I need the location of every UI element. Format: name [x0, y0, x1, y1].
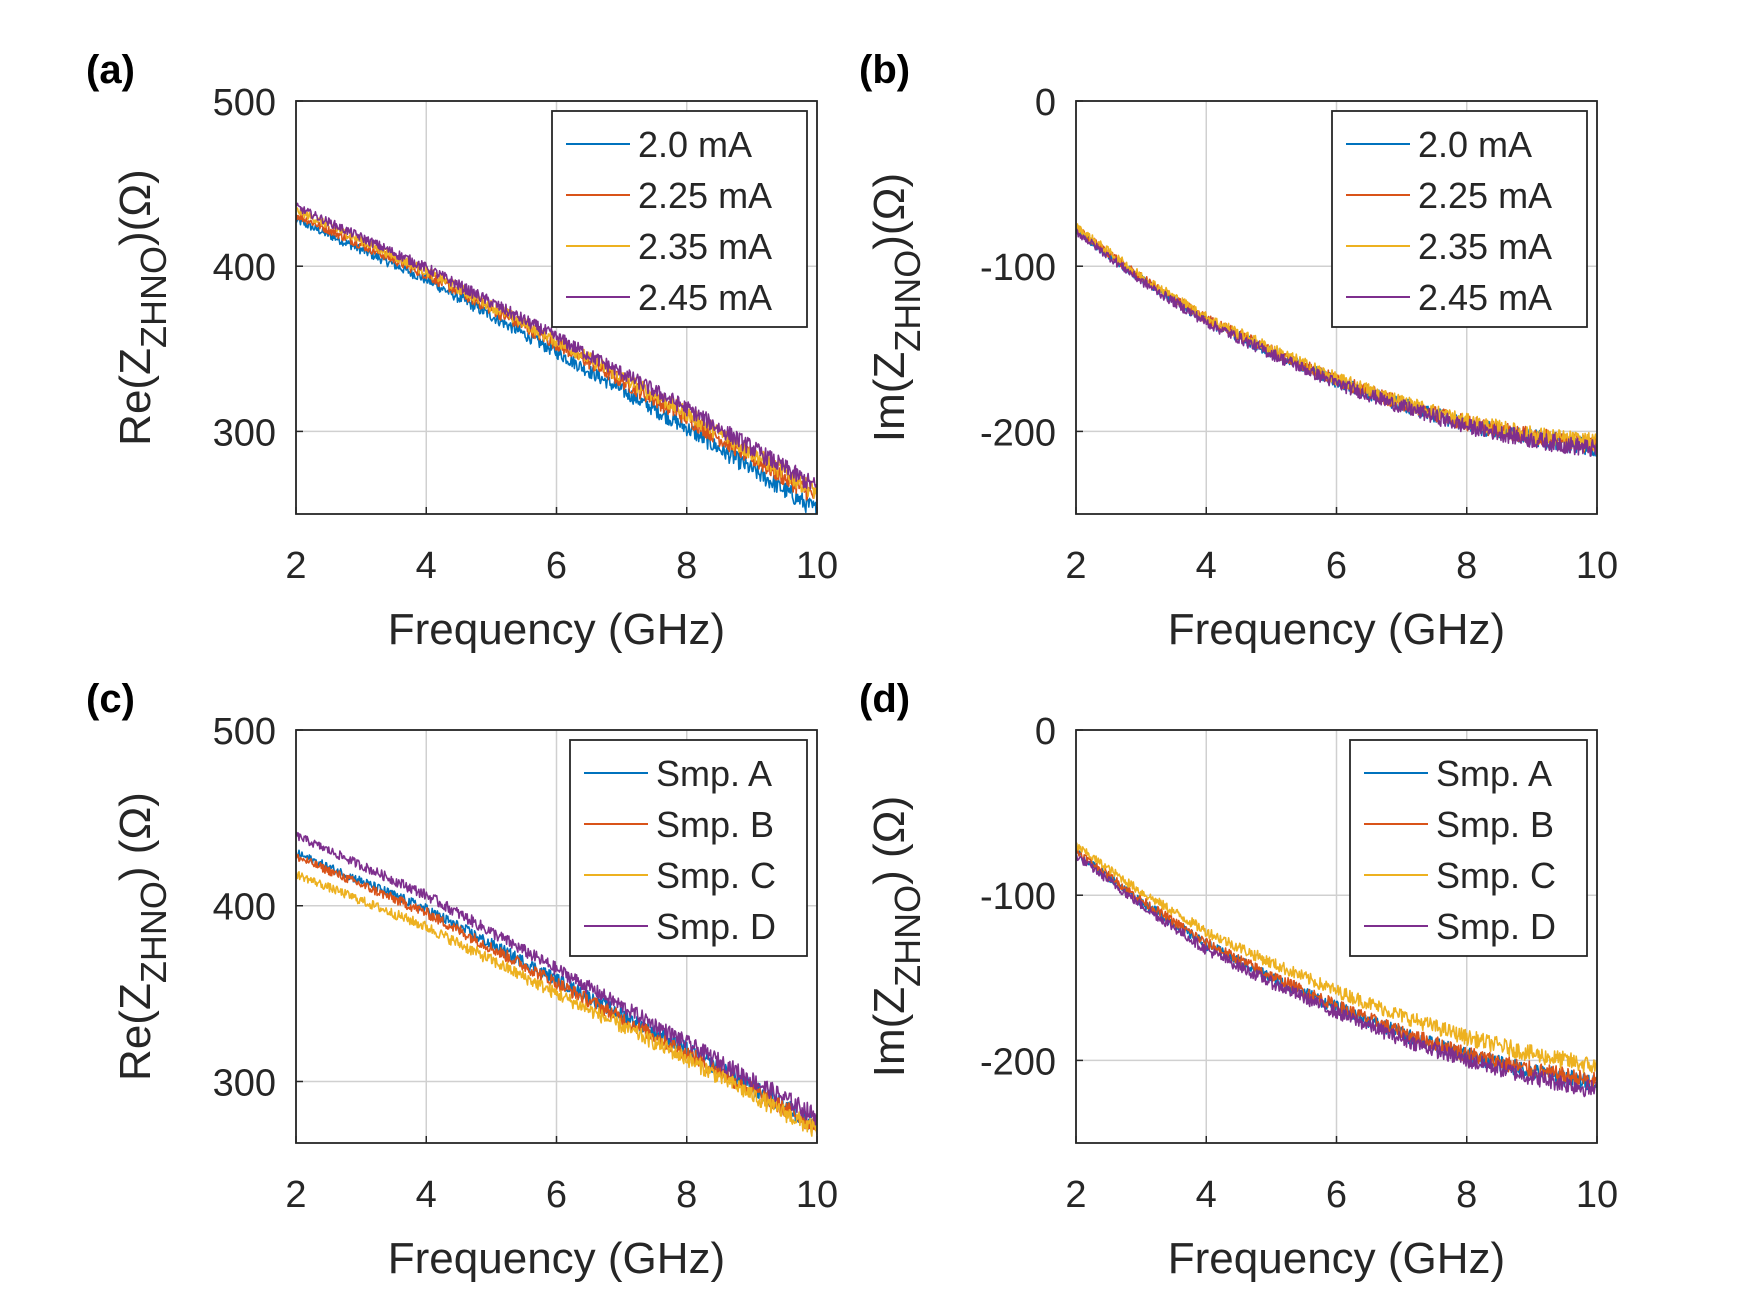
panel-b: (b) 2 4 6 8 10 -200 -100 0 Frequency (GHz) Im(ZZHN…	[859, 48, 1618, 654]
legend-box	[1331, 110, 1588, 328]
series-group	[296, 831, 817, 1137]
y-tick-label: 500	[213, 82, 276, 124]
y-tick-label: 0	[1035, 711, 1056, 753]
series-line	[296, 202, 817, 490]
x-tick-label: 2	[285, 1174, 306, 1216]
legend: Smp. A Smp. B Smp. C Smp. D	[1349, 739, 1588, 957]
y-axis-label: Im(ZZHNO)(Ω)	[865, 173, 928, 442]
series-line	[296, 871, 817, 1137]
y-tick-label: 0	[1035, 82, 1056, 124]
x-tick-label: 4	[416, 1174, 437, 1216]
legend: 2.0 mA 2.25 mA 2.35 mA 2.45 mA	[1331, 110, 1588, 328]
x-axis-label: Frequency (GHz)	[1168, 605, 1505, 654]
series-group	[1076, 842, 1597, 1098]
x-tick-label: 10	[796, 1174, 838, 1216]
legend-label: Smp. B	[656, 804, 774, 845]
x-tick-label: 2	[285, 545, 306, 587]
x-tick-label: 6	[546, 1174, 567, 1216]
x-tick-label: 8	[1456, 545, 1477, 587]
legend-label: Smp. C	[656, 855, 776, 896]
x-tick-label: 8	[676, 1174, 697, 1216]
legend: 2.0 mA 2.25 mA 2.35 mA 2.45 mA	[551, 110, 808, 328]
panel-d: (d) 2 4 6 8 10 -200 -100 0 Frequency (GHz) Im(ZZHN…	[859, 677, 1618, 1283]
panel-a: (a) 2 4 6 8 10 300 400 500 Frequency (GHz) Re(ZZHN…	[86, 48, 838, 654]
x-tick-label: 4	[416, 545, 437, 587]
x-axis-label: Frequency (GHz)	[388, 605, 725, 654]
y-tick-label: -100	[980, 876, 1056, 918]
x-axis-label: Frequency (GHz)	[1168, 1234, 1505, 1283]
legend-label: Smp. B	[1436, 804, 1554, 845]
series-line	[1076, 228, 1597, 457]
x-tick-label: 2	[1065, 1174, 1086, 1216]
axes-box	[1075, 100, 1598, 515]
x-tick-label: 4	[1196, 1174, 1217, 1216]
axes-box	[295, 100, 818, 515]
y-axis-label: Re(ZZHNO) (Ω)	[111, 792, 174, 1081]
legend-box	[551, 110, 808, 328]
y-tick-label: -100	[980, 247, 1056, 289]
series-line	[296, 831, 817, 1126]
y-axis-label: Im(ZZHNO) (Ω)	[865, 796, 928, 1077]
legend-label: Smp. C	[1436, 855, 1556, 896]
legend-box	[569, 739, 808, 957]
x-axis-label: Frequency (GHz)	[388, 1234, 725, 1283]
y-tick-label: 400	[213, 247, 276, 289]
y-tick-label: 300	[213, 1062, 276, 1104]
legend-label: Smp. A	[1436, 753, 1552, 794]
panel-label: (c)	[86, 677, 135, 721]
x-tick-label: 10	[796, 545, 838, 587]
panel-label: (b)	[859, 48, 910, 92]
y-tick-label: -200	[980, 1041, 1056, 1083]
series-line	[1076, 842, 1597, 1074]
legend-label: 2.35 mA	[1418, 226, 1552, 267]
legend-label: Smp. D	[1436, 906, 1556, 947]
legend-label: Smp. D	[656, 906, 776, 947]
x-tick-label: 6	[546, 545, 567, 587]
legend-label: 2.0 mA	[638, 124, 752, 165]
x-tick-label: 4	[1196, 545, 1217, 587]
legend-label: 2.45 mA	[638, 277, 772, 318]
x-tick-label: 8	[676, 545, 697, 587]
legend: Smp. A Smp. B Smp. C Smp. D	[569, 739, 808, 957]
legend-label: 2.35 mA	[638, 226, 772, 267]
panel-label: (a)	[86, 48, 135, 92]
axes-box	[1075, 729, 1598, 1144]
legend-label: 2.45 mA	[1418, 277, 1552, 318]
x-tick-label: 10	[1576, 1174, 1618, 1216]
legend-box	[1349, 739, 1588, 957]
panel-c: (c) 2 4 6 8 10 300 400 500 Frequency (GHz) Re(ZZHN…	[86, 677, 838, 1283]
series-group	[296, 202, 817, 514]
y-tick-label: -200	[980, 412, 1056, 454]
series-group	[1076, 223, 1597, 457]
legend-label: 2.25 mA	[638, 175, 772, 216]
axes-box	[295, 729, 818, 1144]
legend-label: 2.0 mA	[1418, 124, 1532, 165]
panel-label: (d)	[859, 677, 910, 721]
y-axis-label: Re(ZZHNO)(Ω)	[111, 169, 174, 446]
x-tick-label: 6	[1326, 545, 1347, 587]
x-tick-label: 8	[1456, 1174, 1477, 1216]
legend-label: Smp. A	[656, 753, 772, 794]
x-tick-label: 2	[1065, 545, 1086, 587]
x-tick-label: 6	[1326, 1174, 1347, 1216]
y-tick-label: 500	[213, 711, 276, 753]
y-tick-label: 300	[213, 412, 276, 454]
series-line	[1076, 854, 1597, 1098]
x-tick-label: 10	[1576, 545, 1618, 587]
legend-label: 2.25 mA	[1418, 175, 1552, 216]
y-tick-label: 400	[213, 887, 276, 929]
